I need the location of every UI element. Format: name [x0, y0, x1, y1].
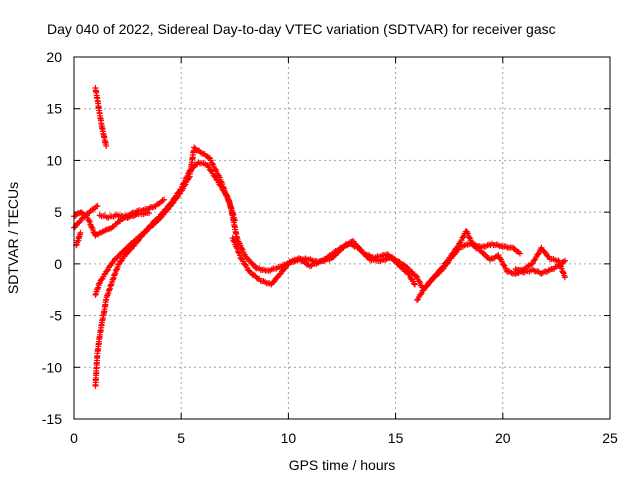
x-axis-label: GPS time / hours — [289, 457, 396, 473]
data-point — [450, 250, 457, 257]
data-point — [94, 202, 101, 209]
data-point — [302, 260, 309, 267]
data-point — [391, 257, 398, 264]
data-point — [235, 249, 242, 256]
data-point — [412, 272, 419, 279]
data-point — [560, 269, 567, 276]
data-point — [561, 257, 568, 264]
data-point — [270, 279, 277, 286]
data-point — [146, 210, 153, 217]
data-point — [156, 215, 163, 222]
data-point — [103, 142, 110, 149]
y-tick-label: -15 — [42, 411, 62, 427]
data-point — [249, 260, 256, 267]
data-point — [76, 219, 83, 226]
y-tick-label: -5 — [50, 308, 63, 324]
y-tick-label: 10 — [46, 152, 62, 168]
data-point — [512, 266, 519, 273]
data-point — [88, 224, 95, 231]
data-point — [220, 185, 227, 192]
data-point — [161, 196, 168, 203]
data-point — [560, 258, 567, 265]
data-point — [460, 234, 467, 241]
data-point — [143, 228, 150, 235]
data-point — [104, 267, 111, 274]
y-tick-label: 5 — [54, 204, 62, 220]
data-point — [252, 264, 259, 271]
data-point — [426, 278, 433, 285]
data-point — [230, 238, 237, 245]
data-point — [516, 250, 523, 257]
data-point — [434, 270, 441, 277]
data-point — [405, 270, 412, 277]
data-point — [500, 261, 507, 268]
y-tick-label: 0 — [54, 256, 62, 272]
data-point — [166, 204, 173, 211]
data-point — [411, 281, 418, 288]
data-point — [250, 271, 257, 278]
data-point — [86, 217, 93, 224]
x-tick-label: 15 — [388, 430, 404, 446]
x-tick-label: 25 — [602, 430, 618, 446]
plot-frame — [73, 56, 611, 420]
data-point — [410, 280, 417, 287]
x-tick-label: 10 — [281, 430, 297, 446]
x-tick-label: 5 — [177, 430, 185, 446]
data-point — [417, 291, 424, 298]
y-tick-label: -10 — [42, 359, 62, 375]
data-point — [561, 274, 568, 281]
data-point — [414, 297, 421, 304]
y-axis-label: SDTVAR / TECUs — [5, 182, 21, 294]
data-point — [539, 269, 546, 276]
data-point — [253, 274, 260, 281]
data-point — [480, 250, 487, 257]
x-tick-label: 20 — [495, 430, 511, 446]
data-point — [510, 244, 517, 251]
data-points — [71, 85, 568, 389]
chart-title: Day 040 of 2022, Sidereal Day-to-day VTE… — [47, 21, 556, 37]
data-point — [223, 191, 230, 198]
y-tick-label: 20 — [46, 49, 62, 65]
x-tick-label: 0 — [70, 430, 78, 446]
data-point — [134, 235, 141, 242]
data-point — [541, 248, 548, 255]
data-point — [209, 160, 216, 167]
grid-lines — [74, 57, 610, 419]
data-point — [111, 271, 118, 278]
data-point — [117, 258, 124, 265]
data-point — [173, 195, 180, 202]
y-tick-label: 15 — [46, 101, 62, 117]
data-point — [534, 251, 541, 258]
data-point — [120, 248, 127, 255]
data-point — [77, 229, 84, 236]
